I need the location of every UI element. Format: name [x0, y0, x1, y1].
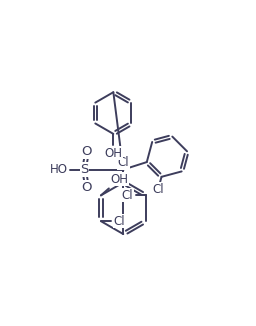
- Text: O: O: [81, 181, 92, 194]
- Text: Cl: Cl: [122, 189, 133, 202]
- Text: OH: OH: [104, 147, 122, 160]
- Text: Cl: Cl: [113, 215, 125, 228]
- Text: S: S: [80, 163, 89, 176]
- Text: O: O: [81, 145, 92, 158]
- Text: Cl: Cl: [152, 183, 164, 196]
- Text: OH: OH: [111, 173, 129, 186]
- Text: Cl: Cl: [118, 156, 129, 169]
- Text: HO: HO: [50, 163, 68, 176]
